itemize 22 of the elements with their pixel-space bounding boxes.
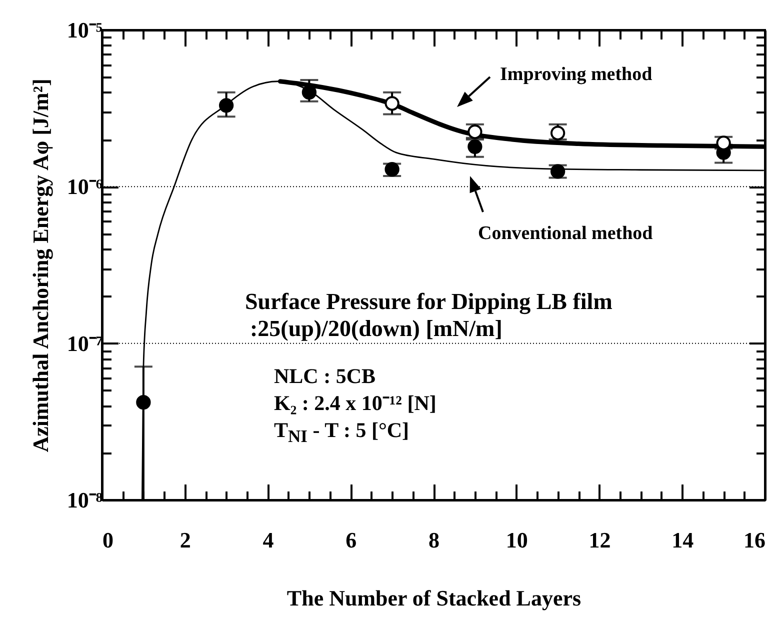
x-tick-label: 12 [588, 528, 611, 552]
x-tick-label: 4 [262, 528, 274, 552]
x-tick-label: 2 [180, 528, 191, 552]
x-tick-label: 8 [428, 528, 440, 552]
annotation: Improving method [500, 64, 652, 85]
annotation: :25(up)/20(down) [mN/m] [250, 316, 502, 341]
annotation: Surface Pressure for Dipping LB film [245, 289, 612, 314]
x-tick-label: 10 [506, 528, 528, 552]
x-axis-title: The Number of Stacked Layers [286, 586, 582, 610]
y-tick-label: 10⁻⁷ [66, 330, 103, 356]
x-tick-label: 14 [672, 528, 694, 552]
annotation: NLC : 5CB [274, 364, 376, 388]
annotation: K₂ : 2.4 x 10⁻¹² [N] [274, 391, 436, 415]
y-tick-label: 10⁻⁵ [66, 18, 103, 42]
x-tick-label: 6 [346, 528, 357, 552]
y-tick-label: 10⁻⁸ [66, 488, 103, 512]
y-axis-title: Azimuthal Anchoring Energy Aφ [J/m²] [28, 78, 53, 452]
annotation: T$_{NI}$ - T : 5 [°C] [274, 418, 410, 446]
annotation: Conventional method [478, 223, 653, 244]
x-tick-label: 0 [102, 528, 114, 552]
x-tick-label: 16 [744, 528, 766, 552]
y-tick-label: 10⁻⁶ [66, 174, 103, 200]
